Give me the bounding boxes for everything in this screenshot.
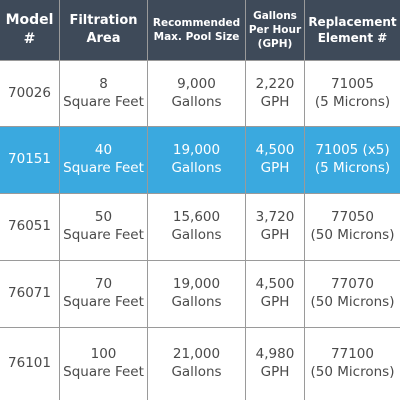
table-cell: 40 Square Feet	[60, 127, 147, 193]
header-cell: Model #	[0, 0, 59, 60]
table-cell: 71005 (5 Microns)	[305, 61, 400, 126]
table-cell: 19,000 Gallons	[148, 127, 245, 193]
table-cell: 2,220 GPH	[246, 61, 304, 126]
table-cell: 9,000 Gallons	[148, 61, 245, 126]
table-cell: 50 Square Feet	[60, 194, 147, 260]
table-cell: 8 Square Feet	[60, 61, 147, 126]
table-cell: 71005 (x5) (5 Microns)	[305, 127, 400, 193]
table-cell: 77100 (50 Microns)	[305, 328, 400, 400]
table-cell: 77070 (50 Microns)	[305, 261, 400, 327]
table-cell: 4,500 GPH	[246, 261, 304, 327]
table-cell: 15,600 Gallons	[148, 194, 245, 260]
table-cell: 76101	[0, 328, 59, 400]
table-cell: 3,720 GPH	[246, 194, 304, 260]
header-cell: Filtration Area	[60, 0, 147, 60]
table-cell: 76051	[0, 194, 59, 260]
header-cell: Replacement Element #	[305, 0, 400, 60]
table-cell: 4,980 GPH	[246, 328, 304, 400]
table-cell: 21,000 Gallons	[148, 328, 245, 400]
table-cell: 70 Square Feet	[60, 261, 147, 327]
header-cell: Gallons Per Hour (GPH)	[246, 0, 304, 60]
table-cell: 19,000 Gallons	[148, 261, 245, 327]
table-cell: 76071	[0, 261, 59, 327]
table-cell: 77050 (50 Microns)	[305, 194, 400, 260]
table-cell: 4,500 GPH	[246, 127, 304, 193]
header-cell: Recommended Max. Pool Size	[148, 0, 245, 60]
table-cell: 100 Square Feet	[60, 328, 147, 400]
table-cell: 70026	[0, 61, 59, 126]
table-cell: 70151	[0, 127, 59, 193]
